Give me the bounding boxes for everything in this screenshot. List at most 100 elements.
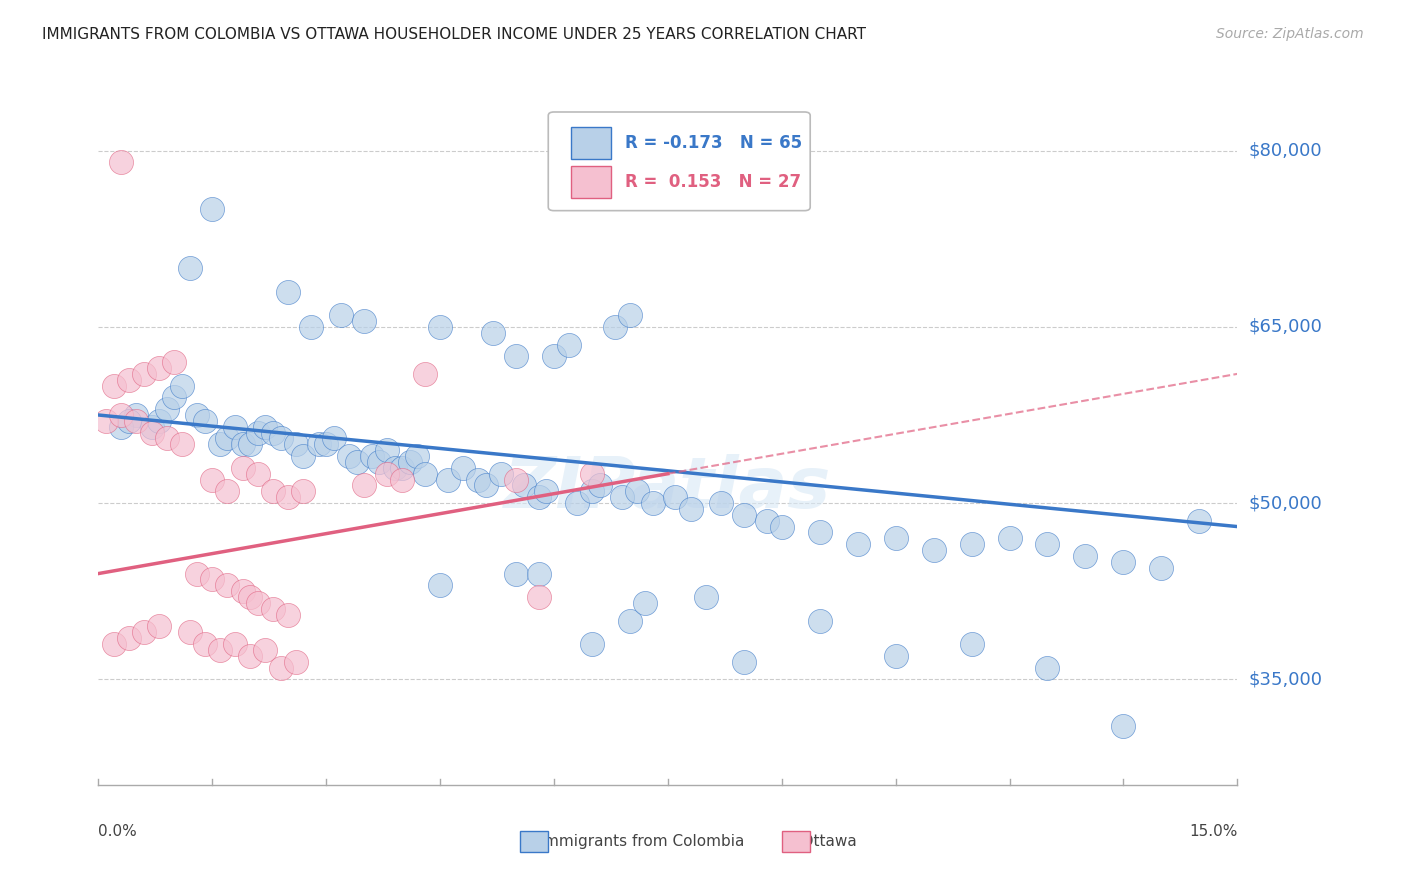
Point — [960, 537, 983, 551]
Point — [588, 478, 610, 492]
Point — [179, 625, 201, 640]
Text: $50,000: $50,000 — [1249, 494, 1322, 512]
Point — [474, 478, 496, 492]
Point — [619, 308, 641, 322]
Point — [262, 601, 284, 615]
Point — [1112, 719, 1135, 733]
Point — [118, 631, 141, 645]
Point — [232, 437, 254, 451]
Point — [118, 373, 141, 387]
Point — [808, 525, 831, 540]
Point — [277, 490, 299, 504]
Point — [1036, 537, 1059, 551]
Point — [543, 349, 565, 363]
Point — [391, 473, 413, 487]
Point — [232, 584, 254, 599]
Point — [246, 425, 269, 440]
Point — [156, 402, 179, 417]
Point — [148, 619, 170, 633]
Point — [527, 490, 550, 504]
Point — [368, 455, 391, 469]
Point — [612, 490, 634, 504]
Point — [337, 449, 360, 463]
Point — [406, 449, 429, 463]
Point — [103, 378, 125, 392]
Point — [277, 285, 299, 299]
Text: $35,000: $35,000 — [1249, 670, 1323, 689]
Point — [391, 460, 413, 475]
Point — [299, 320, 322, 334]
Point — [186, 408, 208, 422]
Point — [148, 361, 170, 376]
Point — [163, 391, 186, 405]
Point — [451, 460, 474, 475]
Point — [239, 590, 262, 604]
Point — [922, 543, 945, 558]
Point — [353, 314, 375, 328]
Point — [384, 460, 406, 475]
Point — [217, 578, 239, 592]
Point — [118, 414, 141, 428]
Point — [581, 467, 603, 481]
Point — [664, 490, 686, 504]
Text: Immigrants from Colombia: Immigrants from Colombia — [520, 834, 744, 849]
Text: $65,000: $65,000 — [1249, 318, 1322, 336]
Point — [808, 614, 831, 628]
Point — [262, 484, 284, 499]
Bar — [571, 128, 612, 159]
Point — [565, 496, 588, 510]
Point — [436, 473, 458, 487]
Point — [308, 437, 330, 451]
Point — [110, 155, 132, 169]
Point — [246, 596, 269, 610]
Point — [755, 514, 778, 528]
Point — [884, 648, 907, 663]
Point — [467, 473, 489, 487]
Point — [239, 437, 262, 451]
Point — [292, 484, 315, 499]
Point — [103, 637, 125, 651]
Point — [254, 419, 277, 434]
Point — [208, 643, 231, 657]
Point — [132, 625, 155, 640]
Text: R =  0.153   N = 27: R = 0.153 N = 27 — [624, 173, 800, 191]
Point — [217, 432, 239, 446]
Point — [626, 484, 648, 499]
Point — [163, 355, 186, 369]
Point — [330, 308, 353, 322]
Point — [322, 432, 344, 446]
Point — [558, 337, 581, 351]
Point — [239, 648, 262, 663]
Point — [679, 502, 702, 516]
Point — [710, 496, 733, 510]
Point — [581, 484, 603, 499]
Point — [170, 437, 193, 451]
Point — [527, 566, 550, 581]
Text: 0.0%: 0.0% — [98, 823, 138, 838]
Point — [156, 432, 179, 446]
Point — [505, 349, 527, 363]
Point — [489, 467, 512, 481]
Point — [217, 484, 239, 499]
Point — [413, 367, 436, 381]
FancyBboxPatch shape — [548, 112, 810, 211]
Point — [284, 437, 307, 451]
Point — [1150, 560, 1173, 574]
Point — [733, 508, 755, 522]
Point — [770, 519, 793, 533]
Point — [536, 484, 558, 499]
Point — [201, 202, 224, 217]
Point — [315, 437, 337, 451]
Point — [884, 532, 907, 546]
Point — [270, 432, 292, 446]
Text: R = -0.173   N = 65: R = -0.173 N = 65 — [624, 134, 801, 152]
Point — [413, 467, 436, 481]
Point — [201, 573, 224, 587]
Point — [846, 537, 869, 551]
Point — [657, 120, 679, 135]
Point — [179, 261, 201, 276]
Point — [277, 607, 299, 622]
Point — [292, 449, 315, 463]
Point — [353, 478, 375, 492]
Text: IMMIGRANTS FROM COLOMBIA VS OTTAWA HOUSEHOLDER INCOME UNDER 25 YEARS CORRELATION: IMMIGRANTS FROM COLOMBIA VS OTTAWA HOUSE… — [42, 27, 866, 42]
